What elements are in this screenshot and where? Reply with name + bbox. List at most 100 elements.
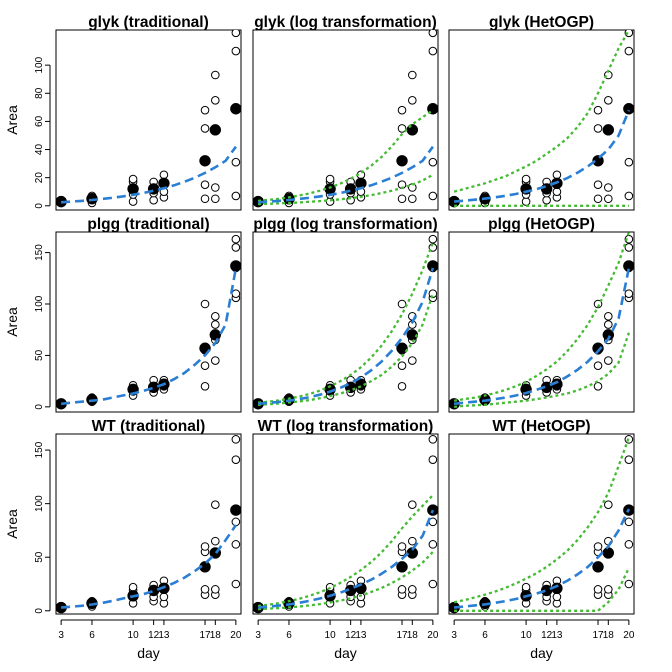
- upper-bound-line: [453, 30, 630, 193]
- observed-point: [231, 157, 241, 167]
- fitted-curve: [453, 267, 631, 406]
- observed-point: [593, 180, 603, 189]
- x-tick-label: 12: [345, 630, 357, 641]
- y-axis: 0 50 100 150 Area: [4, 244, 51, 410]
- observed-point: [624, 579, 634, 589]
- mean-point: [427, 504, 438, 516]
- y-tick-label: 50: [34, 551, 45, 563]
- observed-point: [128, 197, 138, 206]
- x-tick-label: 3: [451, 630, 457, 641]
- upper-bound-line: [453, 232, 630, 402]
- observed-point: [552, 170, 562, 180]
- observed-point: [397, 105, 407, 115]
- observed-point: [128, 582, 138, 592]
- observed-point: [624, 191, 634, 201]
- observed-point: [159, 592, 169, 602]
- mean-point: [592, 155, 604, 167]
- observed-point: [604, 312, 613, 321]
- mean-point: [209, 329, 222, 341]
- observed-point: [604, 194, 613, 204]
- y-axis-label: Area: [4, 307, 20, 337]
- y-tick-label: 150: [34, 244, 45, 261]
- x-tick-label: 10: [521, 630, 533, 641]
- observed-point: [408, 194, 417, 204]
- observed-point: [231, 455, 241, 465]
- observed-point: [408, 536, 417, 546]
- observed-point: [211, 500, 220, 510]
- observed-point: [604, 585, 613, 594]
- y-tick-label: 20: [34, 172, 45, 184]
- panel-title: glyk (traditional): [88, 14, 209, 31]
- observed-point: [200, 299, 210, 309]
- fitted-curve: [453, 109, 631, 203]
- panel-title: glyk (HetOGP): [489, 14, 594, 31]
- y-axis: 0 50 100 150 Area: [4, 441, 51, 614]
- lower-bound-line: [454, 567, 630, 612]
- observed-point: [593, 299, 603, 309]
- observed-point: [428, 435, 438, 444]
- x-tick-label: 17: [199, 630, 211, 641]
- upper-bound-line: [257, 241, 434, 404]
- observed-point: [149, 195, 158, 205]
- observed-point: [408, 70, 417, 80]
- mean-point: [396, 561, 408, 573]
- observed-point: [200, 105, 210, 115]
- observed-point: [397, 124, 407, 133]
- plot-area: [253, 234, 438, 410]
- fitted-curve: [61, 145, 237, 204]
- observed-point: [231, 289, 241, 299]
- observed-point: [211, 194, 220, 204]
- observed-point: [593, 381, 603, 391]
- mean-point: [324, 183, 336, 195]
- plot-frame: [448, 29, 635, 211]
- observed-point: [428, 540, 438, 549]
- observed-point: [428, 157, 438, 167]
- observed-point: [624, 455, 634, 465]
- observed-point: [211, 70, 220, 80]
- panel-3: glyk (HetOGP): [448, 14, 635, 211]
- mean-point: [623, 103, 634, 115]
- plot-area: [56, 234, 241, 410]
- x-tick-label: 13: [355, 630, 367, 641]
- mean-point: [592, 561, 604, 573]
- plot-frame: [55, 433, 242, 615]
- panel-9: WT (HetOGP) 3 6 10 12 13 17 18 20 day: [448, 418, 635, 661]
- observed-point: [211, 585, 220, 594]
- x-tick-label: 3: [58, 630, 64, 641]
- plot-frame: [55, 29, 242, 211]
- observed-point: [593, 585, 603, 594]
- plot-frame: [448, 433, 635, 615]
- fitted-curve: [60, 524, 237, 609]
- fitted-curve: [60, 267, 238, 406]
- observed-point: [593, 105, 603, 115]
- x-axis-label: day: [334, 645, 357, 661]
- observed-point: [428, 455, 438, 465]
- y-tick-label: 60: [34, 115, 45, 127]
- mean-point: [147, 584, 160, 597]
- x-tick-label: 10: [325, 630, 337, 641]
- panel-4: plgg (traditional) 0 50 100 150 Area: [4, 216, 242, 413]
- plot-frame: [252, 29, 439, 211]
- y-tick-label: 0: [34, 608, 45, 614]
- plot-area: [253, 30, 438, 208]
- observed-point: [428, 289, 438, 299]
- observed-point: [408, 96, 417, 105]
- observed-point: [128, 174, 138, 184]
- observed-point: [624, 46, 634, 56]
- observed-point: [211, 356, 220, 365]
- panel-1: glyk (traditional) 0 20 40 60 80 100 Area: [4, 14, 242, 211]
- panel-title: glyk (log transformation): [254, 14, 437, 31]
- observed-point: [231, 517, 241, 527]
- observed-point: [428, 579, 438, 589]
- x-tick-label: 18: [407, 630, 419, 641]
- y-tick-label: 0: [34, 203, 45, 209]
- mean-point: [127, 183, 139, 195]
- observed-point: [624, 540, 634, 549]
- observed-point: [397, 585, 407, 594]
- observed-point: [552, 187, 562, 197]
- x-tick-label: 17: [396, 630, 408, 641]
- observed-point: [397, 542, 407, 551]
- observed-point: [356, 592, 366, 602]
- observed-point: [604, 183, 613, 192]
